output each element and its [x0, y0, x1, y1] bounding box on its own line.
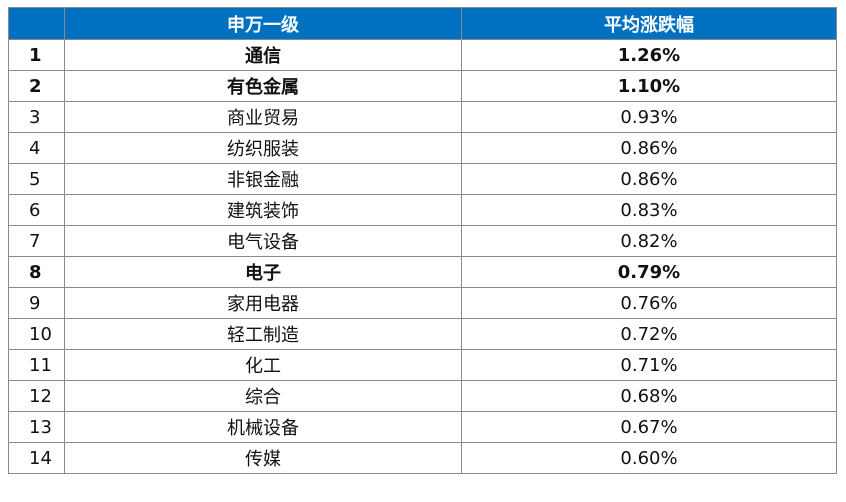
table-row: 10 轻工制造 0.72%	[8, 318, 837, 350]
average-change-cell: 0.68%	[461, 380, 837, 412]
header-average-change: 平均涨跌幅	[461, 7, 837, 40]
industry-change-table: 申万一级 平均涨跌幅 1 通信 1.26% 2 有色金属 1.10% 3 商业贸易 0.93% 4…	[8, 7, 837, 474]
header-rank	[8, 7, 65, 40]
table-row: 12 综合 0.68%	[8, 380, 837, 412]
table-row: 4 纺织服装 0.86%	[8, 132, 837, 164]
average-change-cell: 0.86%	[461, 132, 837, 164]
rank-cell: 10	[8, 318, 65, 350]
header-industry: 申万一级	[64, 7, 462, 40]
average-change-cell: 0.86%	[461, 163, 837, 195]
average-change-cell: 0.82%	[461, 225, 837, 257]
table-body: 1 通信 1.26% 2 有色金属 1.10% 3 商业贸易 0.93% 4 纺织服装 0.86% 5 非…	[8, 39, 837, 474]
rank-cell: 5	[8, 163, 65, 195]
industry-cell: 轻工制造	[64, 318, 462, 350]
table-row: 7 电气设备 0.82%	[8, 225, 837, 257]
rank-cell: 1	[8, 39, 65, 71]
rank-cell: 7	[8, 225, 65, 257]
industry-cell: 有色金属	[64, 70, 462, 102]
table-row: 2 有色金属 1.10%	[8, 70, 837, 102]
average-change-cell: 0.79%	[461, 256, 837, 288]
industry-cell: 电子	[64, 256, 462, 288]
table-row: 13 机械设备 0.67%	[8, 411, 837, 443]
table-row: 14 传媒 0.60%	[8, 442, 837, 474]
table-row: 9 家用电器 0.76%	[8, 287, 837, 319]
rank-cell: 6	[8, 194, 65, 226]
rank-cell: 4	[8, 132, 65, 164]
rank-cell: 14	[8, 442, 65, 474]
industry-cell: 商业贸易	[64, 101, 462, 133]
average-change-cell: 0.72%	[461, 318, 837, 350]
industry-cell: 传媒	[64, 442, 462, 474]
industry-cell: 非银金融	[64, 163, 462, 195]
industry-cell: 化工	[64, 349, 462, 381]
average-change-cell: 0.71%	[461, 349, 837, 381]
industry-cell: 纺织服装	[64, 132, 462, 164]
rank-cell: 8	[8, 256, 65, 288]
industry-cell: 建筑装饰	[64, 194, 462, 226]
rank-cell: 13	[8, 411, 65, 443]
table-row: 1 通信 1.26%	[8, 39, 837, 71]
industry-cell: 电气设备	[64, 225, 462, 257]
average-change-cell: 0.83%	[461, 194, 837, 226]
rank-cell: 2	[8, 70, 65, 102]
table-row: 8 电子 0.79%	[8, 256, 837, 288]
rank-cell: 3	[8, 101, 65, 133]
table-row: 6 建筑装饰 0.83%	[8, 194, 837, 226]
table-row: 3 商业贸易 0.93%	[8, 101, 837, 133]
industry-cell: 机械设备	[64, 411, 462, 443]
rank-cell: 9	[8, 287, 65, 319]
average-change-cell: 0.67%	[461, 411, 837, 443]
table-row: 11 化工 0.71%	[8, 349, 837, 381]
average-change-cell: 0.60%	[461, 442, 837, 474]
average-change-cell: 1.26%	[461, 39, 837, 71]
average-change-cell: 1.10%	[461, 70, 837, 102]
industry-cell: 通信	[64, 39, 462, 71]
rank-cell: 12	[8, 380, 65, 412]
rank-cell: 11	[8, 349, 65, 381]
average-change-cell: 0.76%	[461, 287, 837, 319]
industry-cell: 家用电器	[64, 287, 462, 319]
industry-cell: 综合	[64, 380, 462, 412]
table-header-row: 申万一级 平均涨跌幅	[8, 7, 837, 40]
average-change-cell: 0.93%	[461, 101, 837, 133]
table-container: 申万一级 平均涨跌幅 1 通信 1.26% 2 有色金属 1.10% 3 商业贸易 0.93% 4…	[8, 7, 837, 474]
table-row: 5 非银金融 0.86%	[8, 163, 837, 195]
